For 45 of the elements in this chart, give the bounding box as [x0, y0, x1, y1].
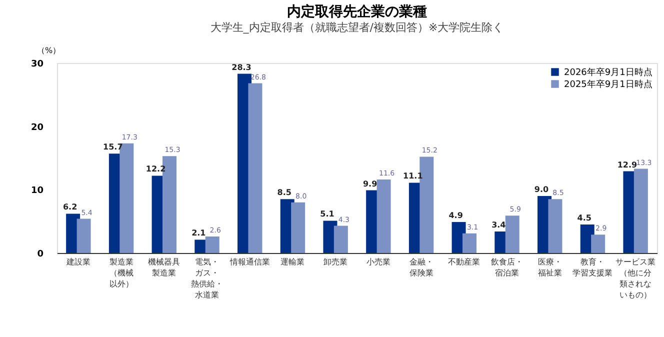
y-tick-label: 20 — [30, 122, 44, 133]
bar — [376, 180, 391, 253]
bar — [462, 233, 476, 253]
bar — [548, 199, 562, 253]
data-label: 28.3 — [232, 62, 252, 72]
x-tick-label: 卸売業 — [324, 258, 348, 266]
x-tick-label: 小売業 — [366, 258, 390, 266]
data-label: 4.5 — [577, 214, 592, 222]
legend-label: 2026年卒9月1日時点 — [564, 67, 652, 78]
bar — [334, 226, 348, 253]
x-tick-label: サービス業（他に分類されないもの） — [616, 258, 656, 300]
y-tick-label: 0 — [37, 250, 44, 260]
data-label: 8.5 — [277, 188, 292, 198]
bar — [205, 236, 220, 253]
y-tick-label: 10 — [30, 186, 44, 196]
x-tick-label: 不動産業 — [448, 258, 480, 266]
x-tick-label: 製造業（機械以外） — [109, 258, 134, 288]
x-tick-label: 飲食店・宿泊業 — [491, 258, 523, 278]
data-label: 4.9 — [448, 210, 464, 220]
bar — [591, 234, 606, 253]
data-label: 2.1 — [192, 228, 206, 238]
bar — [634, 168, 648, 253]
y-axis-title: （%） — [37, 46, 61, 55]
y-tick-label: 30 — [30, 60, 44, 70]
data-label: 5.1 — [320, 210, 335, 219]
legend-label: 2025年卒9月1日時点 — [564, 79, 652, 90]
data-label: 6.2 — [62, 202, 78, 212]
bar — [505, 216, 520, 253]
chart-title: 内定取得先企業の業種 — [287, 3, 427, 20]
data-label: 3.4 — [492, 220, 506, 230]
bar — [248, 83, 262, 253]
x-tick-label: 情報通信業 — [228, 258, 270, 266]
x-tick-label: 機械器具製造業 — [148, 258, 180, 278]
x-tick-label: 金融・保険業 — [409, 258, 434, 278]
data-label: 9.9 — [362, 179, 378, 188]
x-tick-label: 建設業 — [65, 258, 90, 266]
x-tick-label: 運輸業 — [280, 258, 305, 266]
bar — [291, 202, 306, 253]
bar — [76, 218, 91, 253]
chart-subtitle: 大学生_内定取得者（就職志望者/複数回答）※大学院生除く — [210, 21, 504, 34]
x-tick-label: 医療・福祉業 — [538, 258, 562, 278]
x-tick-label: 教育・学習支援業 — [572, 258, 613, 278]
data-label: 12.9 — [617, 160, 638, 170]
data-label: 9.0 — [534, 185, 550, 194]
x-tick-label: 電気・ガス・熱供給・水道業 — [191, 258, 223, 300]
